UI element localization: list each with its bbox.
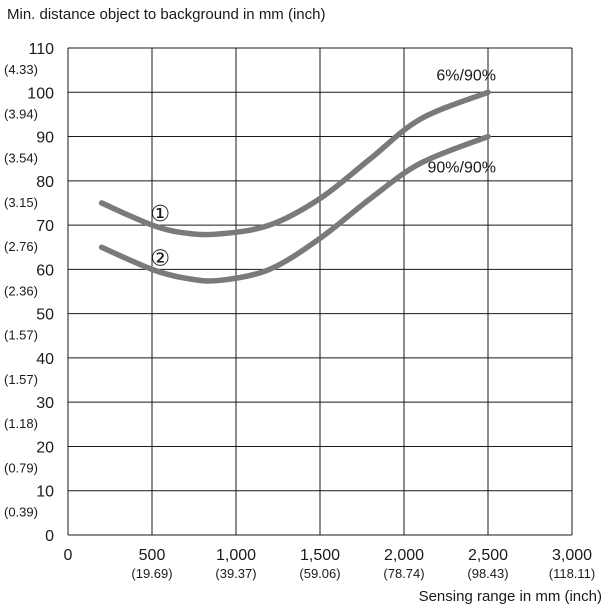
x-tick-inch-label: (98.43) [467, 566, 508, 581]
x-tick-label: 1,000 [216, 547, 256, 564]
y-tick-label: 90 [36, 130, 54, 147]
x-tick-inch-label: (59.06) [299, 566, 340, 581]
x-tick-label: 3,000 [552, 547, 592, 564]
y-tick-inch-label: (0.39) [4, 505, 38, 520]
series-label: 6%/90% [436, 67, 496, 84]
y-tick-label: 50 [36, 307, 54, 324]
series-line [98, 89, 491, 238]
y-tick-inch-label: (1.57) [4, 328, 38, 343]
y-tick-label: 70 [36, 218, 54, 235]
y-tick-inch-label: (1.18) [4, 416, 38, 431]
x-tick-label: 0 [64, 547, 73, 564]
x-tick-inch-label: (78.74) [383, 566, 424, 581]
y-tick-inch-label: (1.57) [4, 372, 38, 387]
y-tick-label: 100 [27, 85, 54, 102]
x-tick-label: 2,000 [384, 547, 424, 564]
y-tick-label: 110 [28, 41, 54, 58]
y-tick-label: 30 [36, 395, 54, 412]
series-marker: ② [150, 247, 170, 272]
x-tick-label: 1,500 [300, 547, 340, 564]
y-tick-inch-label: (3.94) [4, 106, 38, 121]
y-tick-inch-label: (2.76) [4, 239, 38, 254]
y-tick-label: 40 [36, 351, 54, 368]
y-tick-label: 10 [36, 484, 54, 501]
y-tick-inch-label: (4.33) [4, 62, 38, 77]
x-tick-inch-label: (39.37) [215, 566, 256, 581]
y-tick-label: 80 [36, 174, 54, 191]
x-tick-inch-label: (19.69) [131, 566, 172, 581]
series-marker: ① [150, 202, 170, 227]
y-tick-inch-label: (3.15) [4, 195, 38, 210]
x-tick-label: 500 [139, 547, 166, 564]
x-axis-title: Sensing range in mm (inch) [418, 588, 602, 605]
y-tick-inch-label: (3.54) [4, 151, 38, 166]
y-axis-title: Min. distance object to background in mm… [7, 6, 326, 23]
y-tick-inch-label: (0.79) [4, 460, 38, 475]
series-line [98, 133, 491, 284]
y-tick-label: 0 [45, 528, 54, 545]
y-tick-label: 20 [36, 439, 54, 456]
y-tick-inch-label: (2.36) [4, 283, 38, 298]
x-tick-label: 2,500 [468, 547, 508, 564]
x-tick-inch-label: (118.11) [549, 566, 596, 581]
series-label: 90%/90% [428, 160, 497, 177]
y-tick-label: 60 [36, 262, 54, 279]
